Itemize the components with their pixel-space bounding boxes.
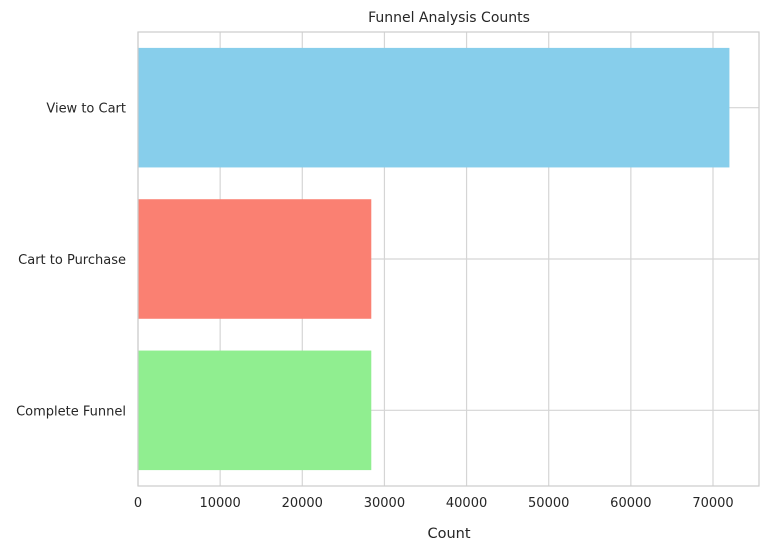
x-tick-label: 40000 [446, 496, 487, 511]
x-tick-label: 70000 [692, 496, 733, 511]
x-tick-label: 30000 [364, 496, 405, 511]
bar-complete-funnel [138, 350, 372, 471]
bars [138, 47, 730, 471]
chart-title: Funnel Analysis Counts [368, 10, 530, 26]
y-tick-label: Complete Funnel [16, 404, 126, 419]
x-tick-label: 50000 [528, 496, 569, 511]
y-axis-ticks: View to Cart Cart to Purchase Complete Fun… [16, 102, 126, 420]
x-axis-ticks: 0 10000 20000 30000 40000 50000 60000 70000 [134, 496, 734, 511]
x-tick-label: 0 [134, 496, 142, 511]
x-tick-label: 10000 [199, 496, 240, 511]
x-axis-label: Count [427, 526, 470, 542]
bar-view-to-cart [138, 47, 730, 168]
x-tick-label: 20000 [282, 496, 323, 511]
y-tick-label: Cart to Purchase [18, 253, 126, 268]
bar-cart-to-purchase [138, 199, 372, 319]
plot-area-frame [137, 31, 760, 487]
y-tick-label: View to Cart [46, 102, 126, 117]
x-tick-label: 60000 [610, 496, 651, 511]
